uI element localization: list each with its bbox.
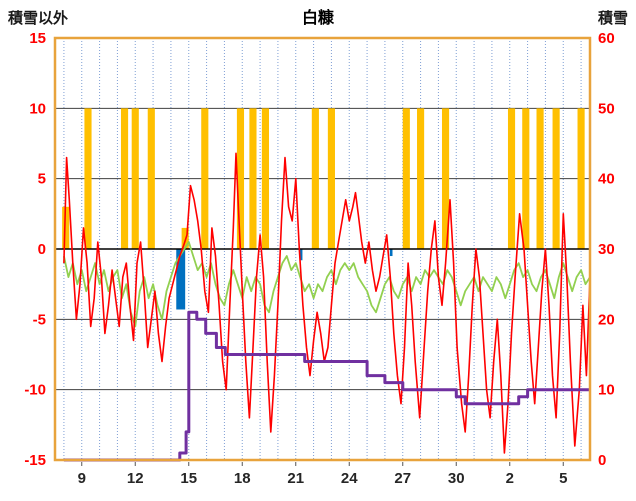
blue-bar	[176, 249, 186, 310]
x-tick-label: 12	[127, 470, 144, 487]
orange-bar	[552, 108, 560, 249]
chart-title: 白糠	[302, 8, 335, 27]
blue-bar	[299, 249, 303, 261]
orange-bar	[84, 108, 92, 249]
orange-bar	[522, 108, 530, 249]
purple-step-line	[63, 310, 590, 462]
right-tick-label: 50	[598, 100, 615, 117]
right-tick-label: 40	[598, 171, 615, 188]
orange-bar	[536, 108, 544, 249]
left-tick-label: 10	[29, 100, 46, 117]
orange-bar	[507, 108, 516, 249]
left-tick-label: -10	[24, 382, 46, 399]
orange-bar	[417, 108, 425, 249]
orange-bar	[577, 108, 585, 249]
right-tick-label: 0	[598, 452, 606, 469]
right-tick-label: 10	[598, 382, 615, 399]
orange-bar	[131, 108, 139, 249]
x-tick-label: 30	[448, 470, 465, 487]
right-axis-title: 積雪	[597, 9, 628, 27]
x-tick-label: 15	[180, 470, 197, 487]
orange-bar	[120, 108, 129, 249]
red-line	[63, 152, 591, 454]
left-tick-label: 15	[29, 30, 46, 47]
right-tick-label: 20	[598, 311, 615, 328]
orange-bar	[402, 108, 410, 249]
orange-bar	[62, 206, 70, 249]
orange-bar	[327, 108, 335, 249]
right-tick-label: 30	[598, 241, 615, 258]
orange-bar	[249, 108, 257, 249]
left-tick-label: 5	[38, 171, 46, 188]
blue-bar	[389, 249, 393, 257]
orange-bar	[236, 108, 245, 249]
orange-bar	[441, 108, 450, 249]
orange-bar	[261, 108, 269, 249]
left-tick-label: -15	[24, 452, 46, 469]
green-line	[63, 241, 591, 328]
x-tick-label: 27	[394, 470, 411, 487]
x-tick-label: 24	[341, 470, 358, 487]
orange-bar	[311, 108, 319, 249]
x-tick-label: 2	[506, 470, 514, 487]
x-tick-label: 5	[559, 470, 567, 487]
orange-bar	[201, 108, 209, 249]
left-axis-title: 積雪以外	[7, 9, 68, 27]
right-tick-label: 60	[598, 30, 615, 47]
left-tick-label: -5	[33, 311, 46, 328]
plot-frame	[53, 36, 592, 462]
x-tick-label: 21	[287, 470, 304, 487]
x-tick-label: 9	[78, 470, 86, 487]
orange-bar	[147, 108, 155, 249]
x-tick-label: 18	[234, 470, 251, 487]
left-tick-label: 0	[38, 241, 46, 258]
